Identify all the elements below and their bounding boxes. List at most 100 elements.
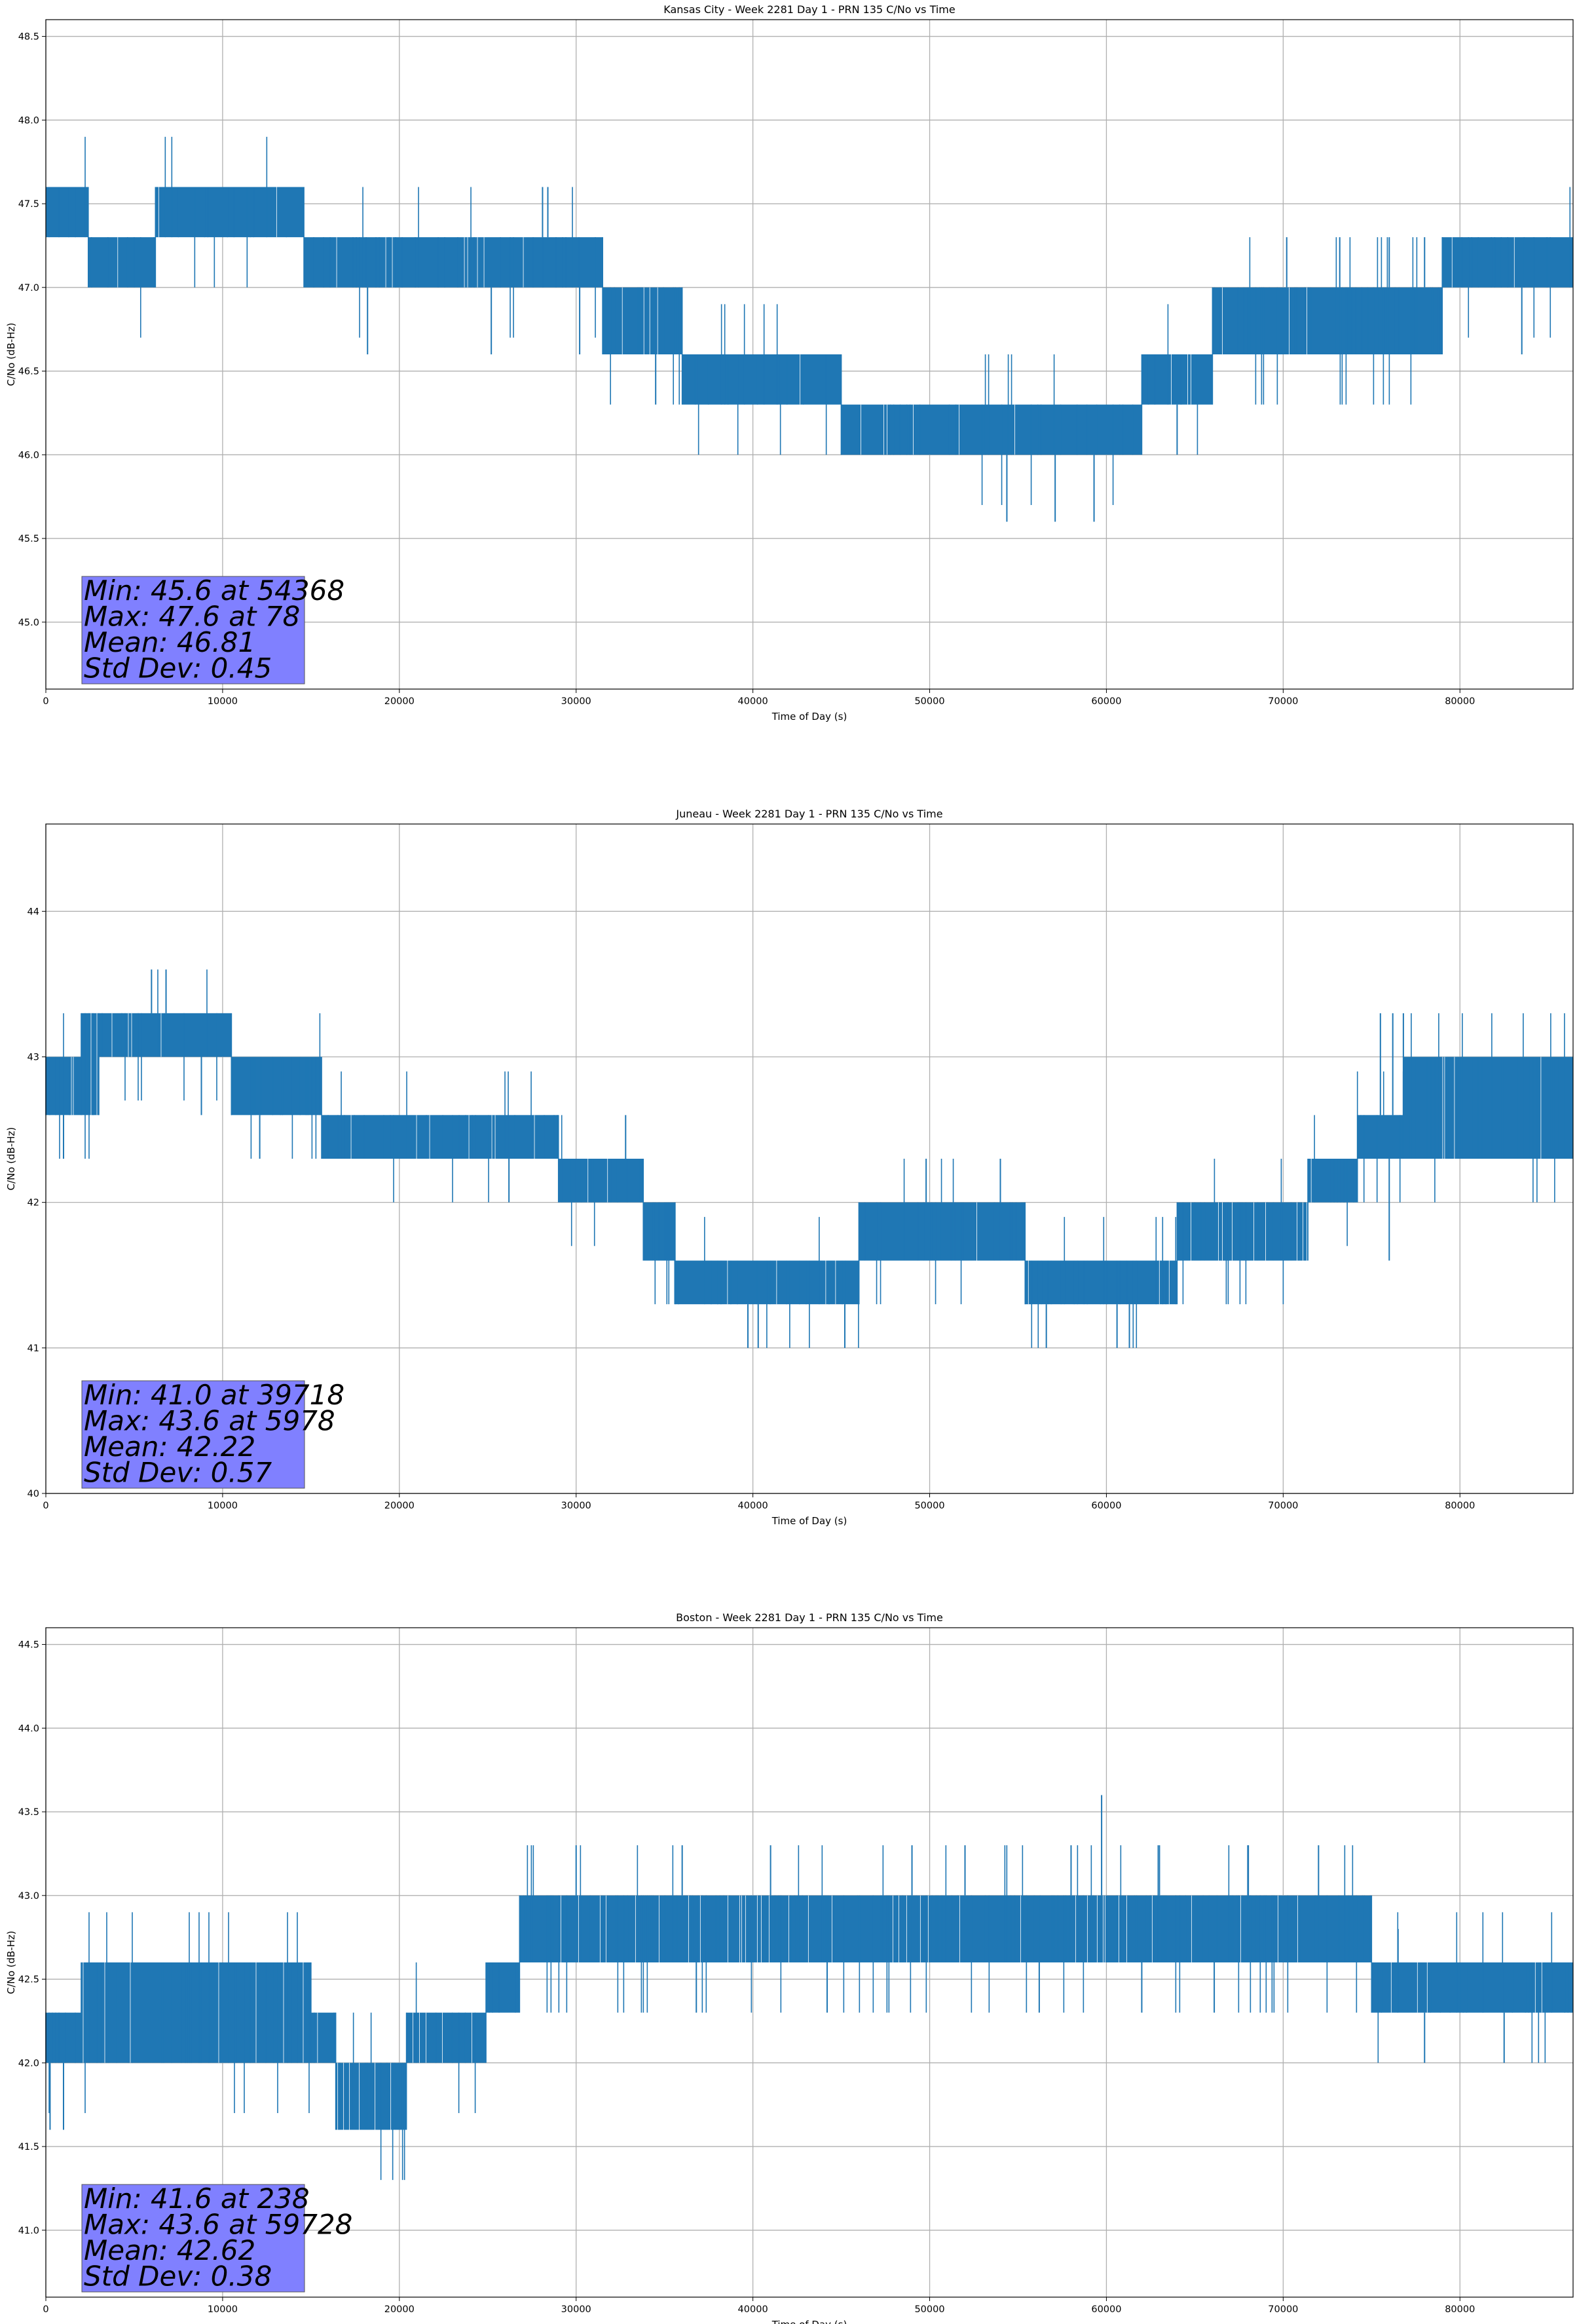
y-tick-label: 43.5 [18,1807,39,1818]
x-tick-label: 0 [43,696,48,707]
series-band [1308,1159,1358,1203]
x-ticks: 0 10000 20000 30000 40000 50000 60000 70000 8000… [43,1493,1475,1511]
series-band [1177,1202,1308,1261]
series-line [46,136,1573,522]
plot-frame [45,19,1574,690]
y-axis-label: C/No (dB-Hz) [5,323,17,386]
x-tick-label: 10000 [208,696,238,707]
chart-title: Boston - Week 2281 Day 1 - PRN 135 C/No … [676,1611,943,1624]
series-band [1357,1115,1403,1159]
y-tick-label: 41.0 [18,2226,39,2236]
stats-mean: Mean: 42.62 [84,2234,255,2266]
series-band [859,1202,1026,1261]
stats-mean: Mean: 42.22 [84,1431,255,1463]
series-band [486,1962,520,2013]
x-tick-label: 20000 [384,696,415,707]
x-tick-label: 60000 [1091,1501,1121,1511]
stats-box: Min: 41.6 at 238 Max: 43.6 at 59728 Mean… [81,2183,352,2293]
stats-box-background [81,2184,305,2293]
y-tick-label: 44 [28,907,39,917]
x-axis-label: Time of Day (s) [771,2319,847,2324]
x-tick-label: 10000 [208,2304,238,2315]
stats-box: Min: 41.0 at 39718 Max: 43.6 at 5978 Mea… [81,1379,344,1489]
y-tick-label: 43 [28,1052,39,1062]
x-tick-label: 0 [43,1501,48,1511]
stats-std: Std Dev: 0.45 [84,652,272,684]
series-band [310,2012,336,2063]
x-tick-label: 70000 [1268,696,1298,707]
y-tick-label: 43.0 [18,1891,39,1902]
y-tick-label: 48.5 [18,32,39,43]
series-band [1141,354,1213,405]
series-band [558,1159,644,1203]
x-tick-label: 30000 [561,1501,591,1511]
x-tick-label: 10000 [208,1501,238,1511]
series-band [81,1013,99,1115]
x-tick-label: 20000 [384,1501,415,1511]
x-tick-label: 50000 [914,696,944,707]
y-tick-label: 45.0 [18,618,39,628]
series-band [46,2012,81,2063]
series-line [45,969,1573,1348]
x-tick-label: 50000 [914,1501,944,1511]
x-tick-label: 40000 [738,696,768,707]
y-tick-label: 44.5 [18,1640,39,1651]
x-tick-label: 80000 [1445,2304,1475,2315]
x-axis-label: Time of Day (s) [771,711,847,722]
y-axis-label: C/No (dB-Hz) [5,1127,17,1191]
y-axis-label: C/No (dB-Hz) [5,1931,17,1995]
y-tick-label: 42.0 [18,2058,39,2069]
x-tick-label: 30000 [561,696,591,707]
series-band [406,2012,487,2063]
stats-box-background [81,576,305,684]
y-tick-label: 47.0 [18,283,39,293]
y-tick-label: 41 [28,1343,39,1354]
x-tick-label: 60000 [1091,2304,1121,2315]
series-band [46,187,88,238]
series-band [1371,1962,1573,2013]
y-tick-label: 41.5 [18,2142,39,2152]
y-ticks: 41.0 41.5 42.0 42.5 43.0 43.5 44.0 44.5 [18,1640,46,2236]
y-tick-label: 42 [28,1198,39,1209]
stats-max: Max: 43.6 at 59728 [84,2209,352,2241]
x-tick-label: 70000 [1268,1501,1298,1511]
chart-title: Juneau - Week 2281 Day 1 - PRN 135 C/No … [675,808,942,820]
y-tick-label: 46.5 [18,367,39,377]
stats-max: Max: 47.6 at 78 [84,601,300,633]
y-ticks: 45.0 45.5 46.0 46.5 47.0 47.5 48.0 48.5 [18,32,46,628]
series-band [322,1115,559,1159]
y-tick-label: 44.0 [18,1723,39,1734]
stats-box: Min: 45.6 at 54368 Max: 47.6 at 78 Mean:… [81,574,344,684]
series-band [1025,1260,1178,1305]
x-ticks: 0 10000 20000 30000 40000 50000 60000 70000 8000… [43,689,1475,707]
stats-min: Min: 45.6 at 54368 [84,574,344,607]
stats-std: Std Dev: 0.57 [84,1457,272,1489]
y-tick-label: 42.5 [18,1975,39,1985]
y-tick-label: 46.0 [18,450,39,460]
series-band [304,237,603,288]
chart-boston: 0 10000 20000 30000 40000 50000 60000 70000 8000… [5,1611,1574,2324]
y-tick-label: 40 [28,1489,39,1499]
x-tick-label: 50000 [914,2304,944,2315]
stats-max: Max: 43.6 at 5978 [84,1405,335,1437]
x-tick-label: 0 [43,2304,48,2315]
stats-std: Std Dev: 0.38 [84,2260,272,2293]
series-band [88,237,156,288]
chart-kansas-city: 0 10000 20000 30000 40000 50000 60000 70000 8000… [5,3,1574,722]
x-tick-label: 40000 [738,2304,768,2315]
stats-min: Min: 41.6 at 238 [84,2183,310,2215]
x-axis-label: Time of Day (s) [771,1515,847,1527]
chart-juneau: 0 10000 20000 30000 40000 50000 60000 70000 8000… [5,808,1574,1527]
stats-mean: Mean: 46.81 [84,626,255,658]
x-tick-label: 20000 [384,2304,415,2315]
series-band [841,404,1142,455]
x-tick-label: 30000 [561,2304,591,2315]
stats-box-background [81,1380,305,1489]
x-tick-label: 80000 [1445,1501,1475,1511]
series-band [1212,287,1443,354]
plot-frame [45,1627,1574,2298]
grid [45,20,1573,689]
y-ticks: 40 41 42 43 44 [28,907,46,1499]
stats-min: Min: 41.0 at 39718 [84,1379,344,1411]
